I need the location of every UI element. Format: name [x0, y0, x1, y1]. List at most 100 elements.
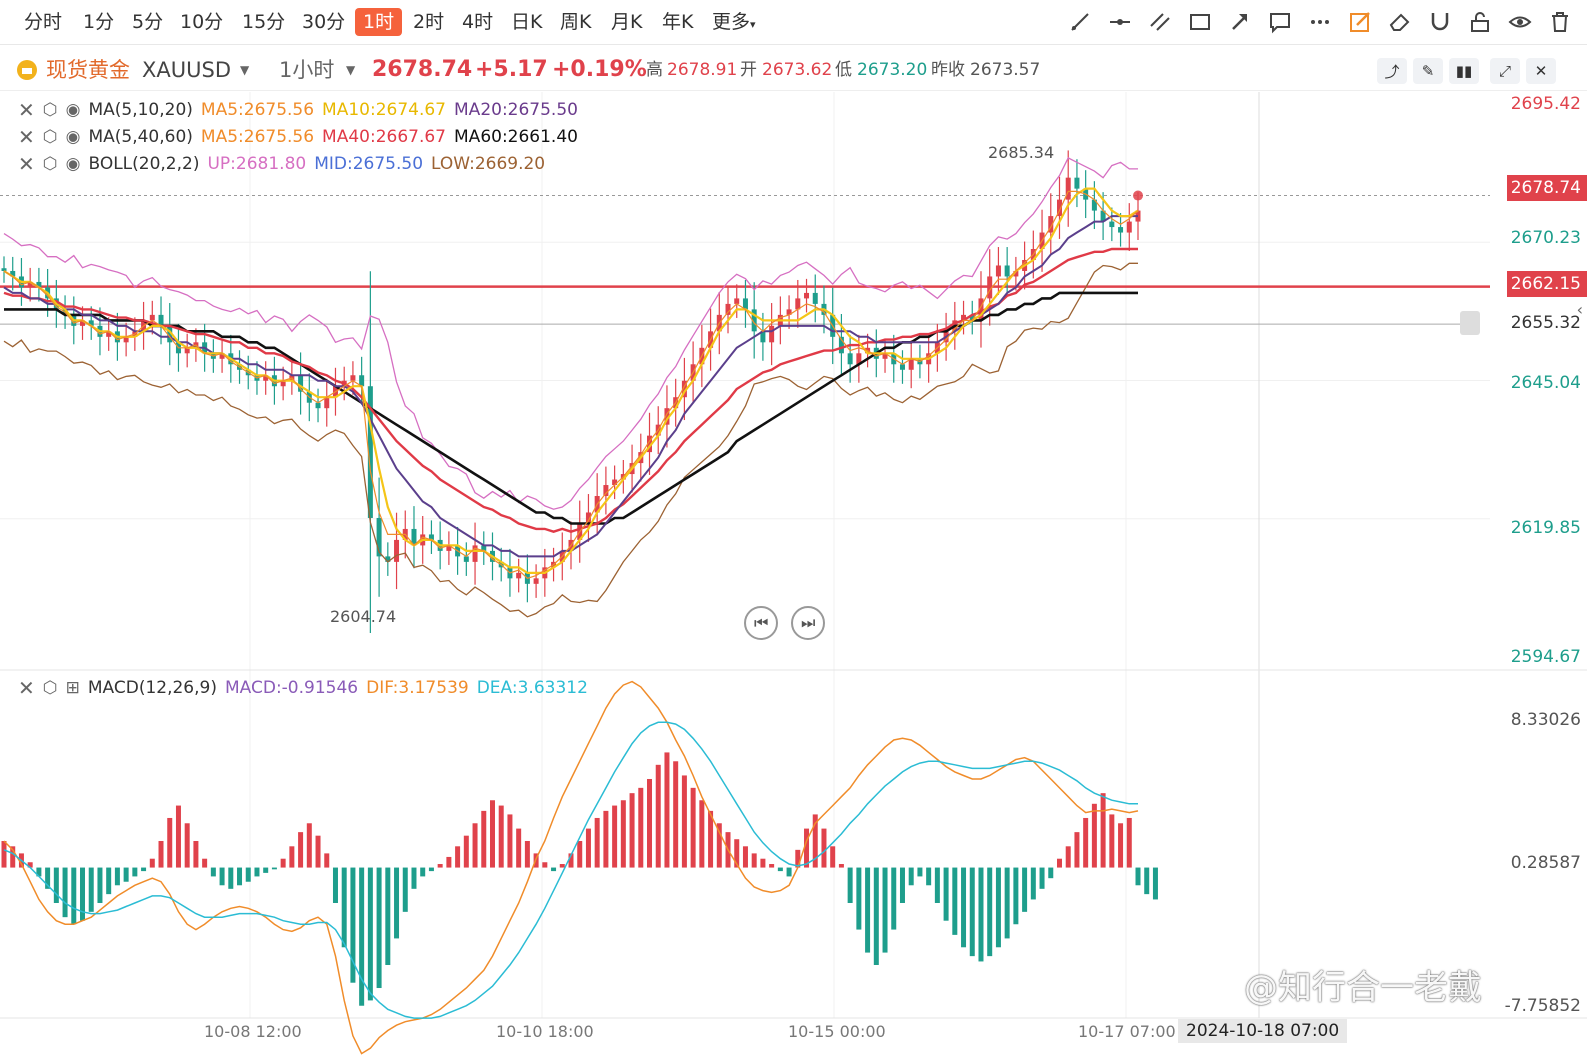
candle-body [88, 320, 94, 326]
macd-bar [298, 832, 304, 868]
macd-bar [106, 867, 112, 895]
instrument-name[interactable]: 现货黄金 [46, 58, 130, 82]
macd-bar [891, 867, 897, 930]
tf-15min[interactable]: 15分 [242, 11, 286, 33]
collapse-panel-icon[interactable]: ‹ [1576, 300, 1583, 319]
arrow-icon[interactable] [1227, 8, 1253, 36]
candle-body [141, 320, 147, 332]
close-icon[interactable]: ✕ [18, 152, 35, 176]
magnet-icon[interactable] [1427, 8, 1453, 36]
legend-ma40-value: MA40:2667.67 [322, 127, 447, 147]
candle-body [716, 314, 722, 332]
candle-body [647, 435, 653, 453]
legend-boll: ✕ ⬡ ◉ BOLL(20,2,2) UP:2681.80 MID:2675.5… [18, 152, 545, 176]
macd-bar [751, 853, 757, 868]
rectangle-icon[interactable] [1187, 8, 1213, 36]
tf-5min[interactable]: 5分 [132, 11, 164, 33]
tf-fenshi[interactable]: 分时 [24, 11, 63, 33]
macd-bar [612, 805, 618, 868]
macd-bar [585, 828, 591, 868]
draw-toggle-button[interactable]: ✎ [1413, 58, 1443, 84]
instrument-symbol[interactable]: XAUUSD [142, 58, 231, 82]
eraser-icon[interactable] [1387, 8, 1413, 36]
symbol-dropdown-icon[interactable]: ▼ [240, 63, 250, 77]
tf-30min[interactable]: 30分 [302, 11, 346, 33]
legend-dif-value: DIF:3.17539 [366, 678, 469, 698]
settings-icon[interactable]: ⬡ [42, 127, 58, 147]
comment-icon[interactable] [1267, 8, 1293, 36]
chart-type-button[interactable]: ⤴ [1377, 58, 1407, 84]
candle-body [804, 292, 810, 299]
dif-line [3, 680, 1139, 1055]
add-indicator-icon[interactable]: ⊞ [65, 678, 80, 698]
candle-body [446, 545, 452, 551]
macd-bar [193, 840, 199, 868]
close-icon[interactable]: ✕ [18, 125, 35, 149]
macd-bar [289, 846, 295, 868]
tf-year[interactable]: 年K [662, 11, 694, 33]
period-select[interactable]: 1小时 [279, 58, 335, 82]
close-icon: ✕ [1534, 62, 1548, 80]
candle-body [219, 353, 225, 359]
settings-icon[interactable]: ⬡ [42, 678, 58, 698]
macd-bar [978, 867, 984, 962]
candle-body [1004, 265, 1010, 277]
tf-4hour[interactable]: 4时 [462, 11, 494, 33]
more-icon[interactable] [1307, 8, 1333, 36]
macd-bar [620, 800, 626, 868]
time-tick: 10-17 07:00 [1078, 1022, 1176, 1041]
macd-bar [1, 840, 7, 868]
candle-body [1083, 188, 1089, 200]
macd-bar [332, 867, 338, 903]
macd-bar [402, 867, 408, 912]
visibility-eye-icon[interactable]: ◉ [65, 100, 81, 120]
prev-bar-button[interactable]: ⏮ [744, 606, 778, 640]
macd-bar [769, 864, 775, 868]
close-icon[interactable]: ✕ [18, 676, 35, 700]
close-chart-button[interactable]: ✕ [1526, 58, 1556, 84]
horizontal-line-icon[interactable] [1107, 8, 1133, 36]
period-dropdown-icon[interactable]: ▼ [346, 63, 356, 77]
legend-boll-name: BOLL(20,2,2) [88, 154, 200, 174]
tf-1min[interactable]: 1分 [83, 11, 115, 33]
tf-week[interactable]: 周K [560, 11, 592, 33]
timeframe-toolbar: 分时 1分 5分 10分 15分 30分 1时 2时 4时 日K 周K 月K 年… [0, 0, 1587, 45]
legend-macd-name: MACD(12,26,9) [87, 678, 217, 698]
macd-bar [716, 823, 722, 868]
tf-day[interactable]: 日K [511, 11, 543, 33]
lock-icon[interactable] [1467, 8, 1493, 36]
candle-body [228, 353, 234, 365]
settings-icon[interactable]: ⬡ [42, 100, 58, 120]
settings-icon[interactable]: ⬡ [42, 154, 58, 174]
draw-line-icon[interactable] [1067, 8, 1093, 36]
tf-1hour[interactable]: 1时 [355, 8, 403, 36]
macd-bar [629, 793, 635, 868]
trash-icon[interactable] [1547, 8, 1573, 36]
next-bar-button[interactable]: ⏭ [791, 606, 825, 640]
tf-more[interactable]: 更多▾ [708, 8, 760, 36]
low-value: 2673.20 [857, 60, 928, 80]
alert-bell-icon[interactable] [1460, 311, 1480, 335]
edit-icon[interactable] [1347, 8, 1373, 36]
eye-icon[interactable] [1507, 8, 1533, 36]
macd-bar [995, 867, 1001, 948]
candle-body [123, 336, 129, 343]
candle-body [751, 309, 757, 332]
visibility-eye-icon[interactable]: ◉ [65, 154, 81, 174]
candle-body [638, 452, 644, 464]
candle-style-button[interactable]: ▮▮ [1449, 58, 1479, 84]
macd-bar [80, 867, 86, 921]
fullscreen-button[interactable]: ⤢ [1490, 58, 1520, 84]
candle-body [106, 331, 112, 337]
macd-bar [62, 867, 68, 918]
macd-bar [1022, 867, 1028, 912]
parallel-line-icon[interactable] [1147, 8, 1173, 36]
expand-icon: ⤢ [1498, 62, 1511, 80]
visibility-eye-icon[interactable]: ◉ [65, 127, 81, 147]
legend-ma2: ✕ ⬡ ◉ MA(5,40,60) MA5:2675.56 MA40:2667.… [18, 125, 578, 149]
tf-2hour[interactable]: 2时 [413, 11, 445, 33]
tf-10min[interactable]: 10分 [180, 11, 224, 33]
close-icon[interactable]: ✕ [18, 98, 35, 122]
tf-month[interactable]: 月K [611, 11, 643, 33]
candle-body [594, 496, 600, 513]
